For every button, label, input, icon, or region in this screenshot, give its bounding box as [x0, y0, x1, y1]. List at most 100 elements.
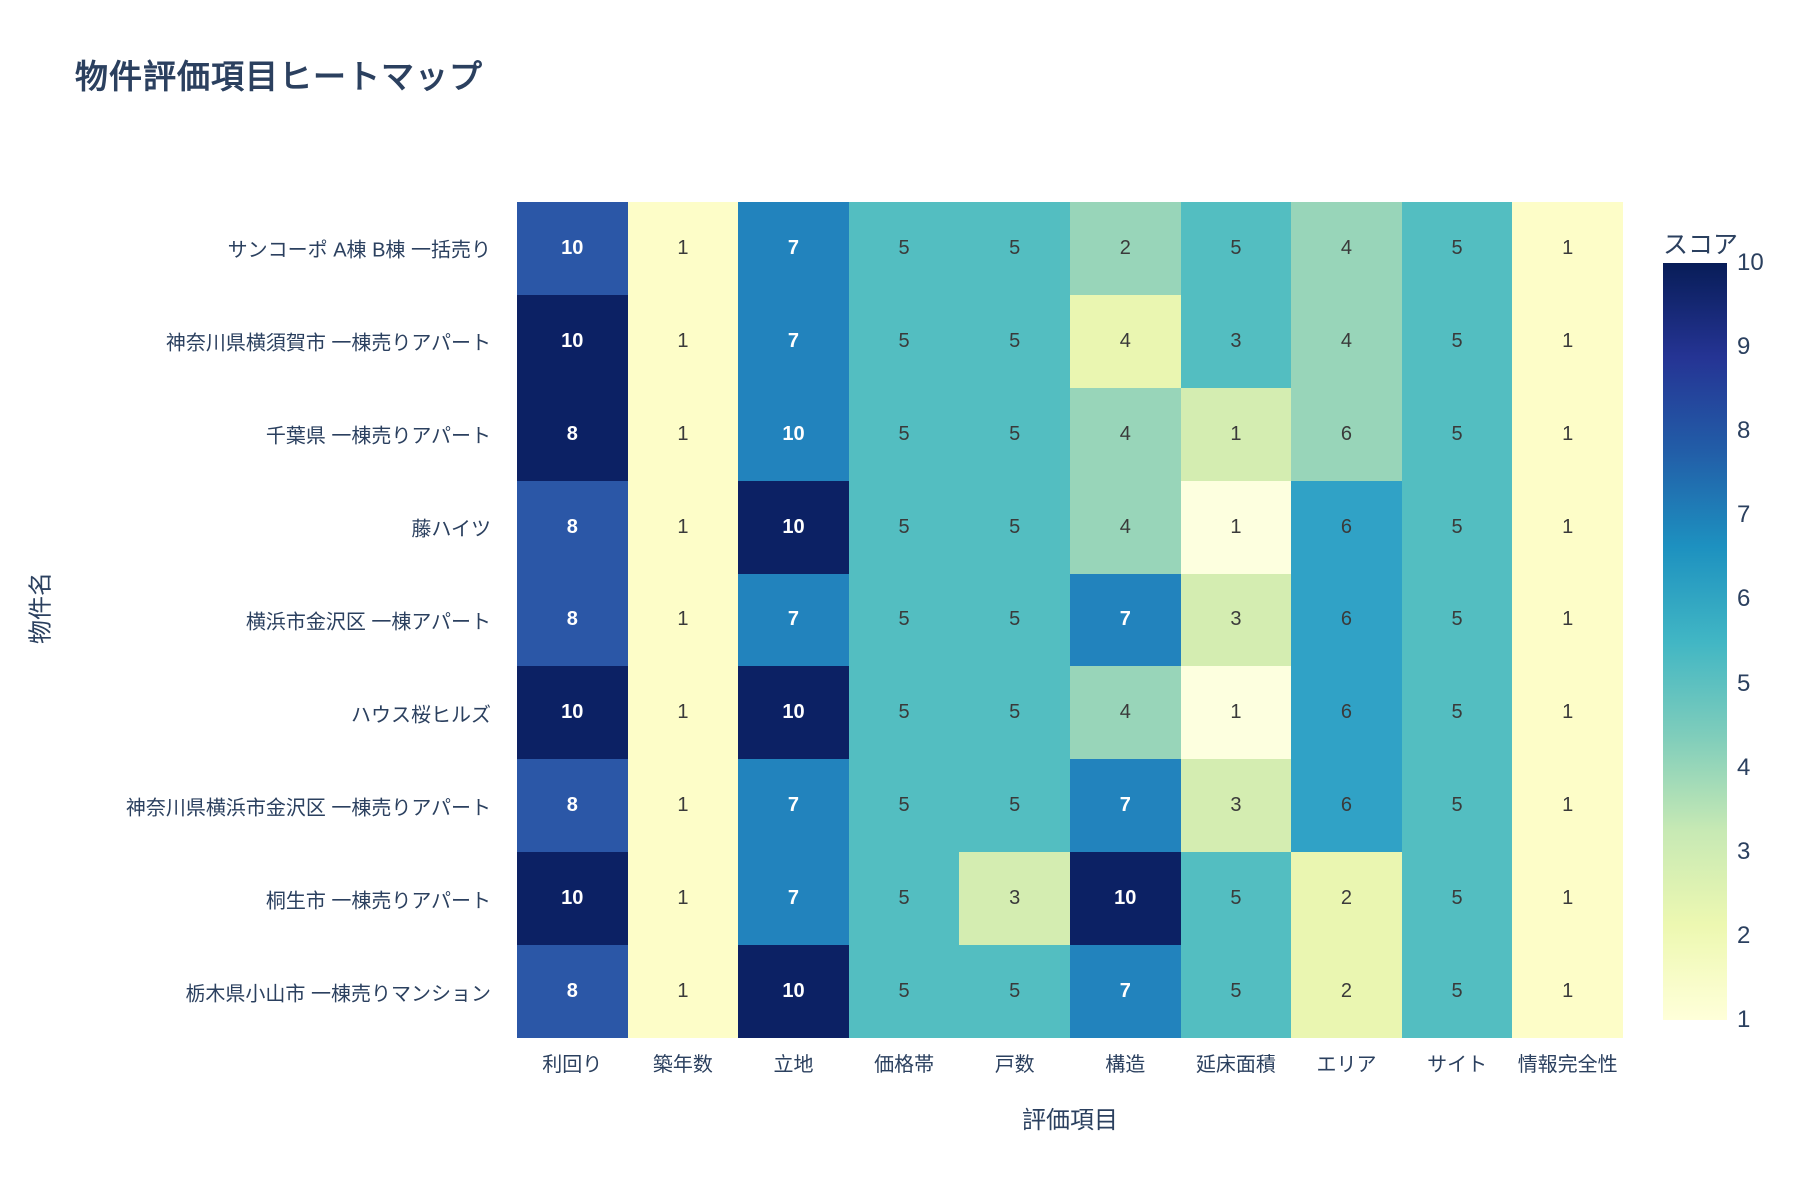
- heatmap-cell[interactable]: 1: [1512, 759, 1623, 853]
- heatmap-cell[interactable]: 7: [1069, 573, 1181, 667]
- y-tick-label: 栃木県小山市 一棟売りマンション: [185, 983, 491, 1006]
- heatmap-cell[interactable]: 4: [1291, 202, 1402, 295]
- heatmap-cell[interactable]: 4: [1069, 387, 1181, 481]
- x-tick-label: 利回り: [542, 1054, 603, 1076]
- heatmap-cell[interactable]: 7: [738, 759, 849, 853]
- heatmap-cell[interactable]: 5: [848, 294, 960, 388]
- heatmap-cell[interactable]: 1: [1512, 852, 1623, 946]
- heatmap-cell[interactable]: 1: [1512, 573, 1623, 667]
- heatmap-cell[interactable]: 10: [517, 202, 628, 295]
- heatmap-cell[interactable]: 8: [517, 945, 628, 1038]
- heatmap-cell[interactable]: 5: [848, 387, 960, 481]
- heatmap-cell[interactable]: 7: [738, 294, 849, 388]
- heatmap-cell[interactable]: 3: [1180, 573, 1292, 667]
- heatmap-cell[interactable]: 2: [1291, 945, 1402, 1038]
- heatmap-cell[interactable]: 4: [1069, 480, 1181, 574]
- heatmap-cell[interactable]: 1: [627, 852, 739, 946]
- heatmap-cell[interactable]: 1: [1512, 480, 1623, 574]
- heatmap-cell[interactable]: 10: [738, 945, 849, 1038]
- heatmap-cell[interactable]: 5: [848, 202, 960, 295]
- heatmap-cell[interactable]: 1: [1180, 666, 1292, 760]
- heatmap-cell[interactable]: 5: [1180, 945, 1292, 1038]
- colorbar: スコア 10 9 8 7 6 5 4 3 2 1: [1663, 225, 1800, 1033]
- heatmap-cell[interactable]: 5: [959, 202, 1070, 295]
- heatmap-cell[interactable]: 1: [1512, 666, 1623, 760]
- heatmap-cell[interactable]: 4: [1069, 666, 1181, 760]
- heatmap-cell[interactable]: 4: [1069, 294, 1181, 388]
- heatmap-cell[interactable]: 5: [1401, 294, 1513, 388]
- heatmap-cell[interactable]: 7: [738, 573, 849, 667]
- heatmap-cell[interactable]: 3: [1180, 759, 1292, 853]
- heatmap-cell[interactable]: 5: [848, 573, 960, 667]
- heatmap-cell[interactable]: 1: [627, 945, 739, 1038]
- heatmap-cell[interactable]: 7: [738, 202, 849, 295]
- heatmap-cell[interactable]: 5: [1401, 573, 1513, 667]
- heatmap-cell[interactable]: 5: [1401, 852, 1513, 946]
- heatmap-cell[interactable]: 10: [517, 294, 628, 388]
- heatmap-cell[interactable]: 5: [1401, 945, 1513, 1038]
- heatmap-cell[interactable]: 10: [517, 852, 628, 946]
- heatmap-cell[interactable]: 1: [627, 202, 739, 295]
- colorbar-tick-label: 6: [1737, 585, 1751, 613]
- heatmap-cell[interactable]: 5: [959, 480, 1070, 574]
- heatmap-cell[interactable]: 10: [738, 387, 849, 481]
- heatmap-cell[interactable]: 5: [1180, 202, 1292, 295]
- heatmap-cell[interactable]: 1: [627, 294, 739, 388]
- heatmap-cell[interactable]: 5: [848, 852, 960, 946]
- heatmap-cell[interactable]: 1: [627, 573, 739, 667]
- heatmap-cell[interactable]: 1: [1180, 480, 1292, 574]
- heatmap-cell[interactable]: 5: [959, 945, 1070, 1038]
- heatmap-cell[interactable]: 10: [738, 666, 849, 760]
- heatmap-cell[interactable]: 10: [738, 480, 849, 574]
- heatmap-cell[interactable]: 10: [517, 666, 628, 760]
- heatmap-cell[interactable]: 1: [1512, 945, 1623, 1038]
- heatmap-cell[interactable]: 1: [1512, 202, 1623, 295]
- heatmap-cell[interactable]: 6: [1291, 480, 1402, 574]
- heatmap-cell[interactable]: 5: [1401, 202, 1513, 295]
- heatmap-cell[interactable]: 3: [959, 852, 1070, 946]
- heatmap-cell[interactable]: 8: [517, 480, 628, 574]
- heatmap-cell[interactable]: 6: [1291, 759, 1402, 853]
- heatmap-cell[interactable]: 6: [1291, 573, 1402, 667]
- heatmap-cell[interactable]: 5: [959, 666, 1070, 760]
- x-tick-label: 構造: [1105, 1054, 1146, 1076]
- heatmap-cell[interactable]: 1: [627, 666, 739, 760]
- x-axis-tick-labels: 利回り 築年数 立地 価格帯 戸数 構造 延床面積 エリア サイト 情報完全性: [517, 1048, 1623, 1078]
- heatmap-cell[interactable]: 1: [627, 759, 739, 853]
- heatmap-cell[interactable]: 5: [848, 666, 960, 760]
- heatmap-cell[interactable]: 1: [627, 387, 739, 481]
- heatmap-cell[interactable]: 5: [848, 945, 960, 1038]
- heatmap-cell[interactable]: 8: [517, 759, 628, 853]
- heatmap-cell[interactable]: 1: [1180, 387, 1292, 481]
- heatmap-cell[interactable]: 7: [1069, 945, 1181, 1038]
- heatmap-cell[interactable]: 5: [959, 294, 1070, 388]
- heatmap-cell[interactable]: 4: [1291, 294, 1402, 388]
- heatmap-cell[interactable]: 2: [1069, 202, 1181, 295]
- x-tick-label: 情報完全性: [1517, 1054, 1618, 1076]
- heatmap-cell[interactable]: 2: [1291, 852, 1402, 946]
- heatmap-cell[interactable]: 5: [1401, 759, 1513, 853]
- heatmap-cell[interactable]: 3: [1180, 294, 1292, 388]
- heatmap-cell[interactable]: 7: [738, 852, 849, 946]
- heatmap-cell[interactable]: 6: [1291, 387, 1402, 481]
- heatmap-cell[interactable]: 1: [1512, 387, 1623, 481]
- heatmap-cell[interactable]: 5: [1401, 666, 1513, 760]
- heatmap-cell[interactable]: 8: [517, 573, 628, 667]
- x-tick-label: 築年数: [652, 1054, 713, 1076]
- heatmap-cell[interactable]: 7: [1069, 759, 1181, 853]
- heatmap-cell[interactable]: 6: [1291, 666, 1402, 760]
- heatmap-cell[interactable]: 5: [1180, 852, 1292, 946]
- heatmap-cell[interactable]: 10: [1069, 852, 1181, 946]
- heatmap-cell[interactable]: 1: [627, 480, 739, 574]
- heatmap-cell[interactable]: 5: [959, 759, 1070, 853]
- heatmap-cell[interactable]: 5: [959, 573, 1070, 667]
- heatmap-cell[interactable]: 1: [1512, 294, 1623, 388]
- heatmap-cell[interactable]: 5: [848, 759, 960, 853]
- heatmap-grid[interactable]: 10 1 7 5 5 2 5 4 5 1 10 1 7 5 5 4 3 4 5 1 8 1 10 5 5 4 1 6 5 1 8 1 10 5 5 4…: [517, 202, 1623, 1038]
- heatmap-cell[interactable]: 5: [1401, 480, 1513, 574]
- heatmap-cell[interactable]: 5: [959, 387, 1070, 481]
- colorbar-tick-label: 2: [1737, 921, 1751, 949]
- heatmap-cell[interactable]: 8: [517, 387, 628, 481]
- heatmap-cell[interactable]: 5: [848, 480, 960, 574]
- heatmap-cell[interactable]: 5: [1401, 387, 1513, 481]
